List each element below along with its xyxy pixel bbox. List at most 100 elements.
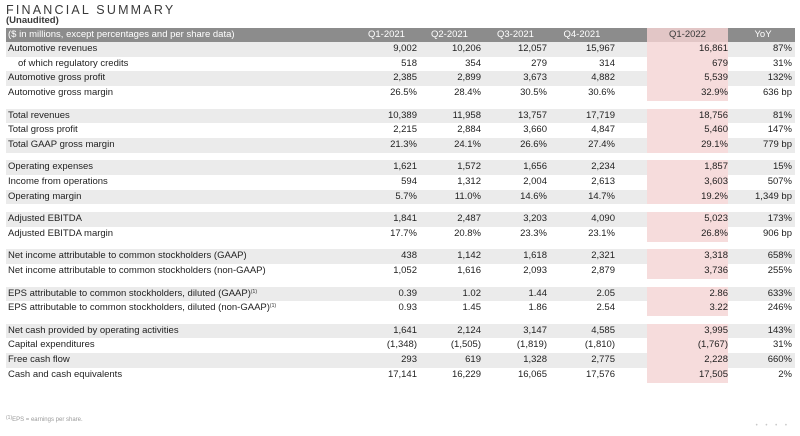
cell-q2-2021: 1,312 xyxy=(457,176,481,188)
cell-q1-2021: 594 xyxy=(401,176,417,188)
row-label-text: EPS attributable to common stockholders,… xyxy=(8,302,270,314)
cell-q2-2021: 2,884 xyxy=(457,124,481,136)
cell-q3-2021: 3,660 xyxy=(523,124,547,136)
cell-q2-2021: 619 xyxy=(465,354,481,366)
table-header-row: ($ in millions, except percentages and p… xyxy=(6,28,795,42)
cell-q1-2022: 5,023 xyxy=(647,212,728,227)
header-col-q2-2021: Q2-2021 xyxy=(431,29,468,40)
row-label: Income from operations xyxy=(8,175,353,190)
row-label-text: Adjusted EBITDA margin xyxy=(8,227,114,239)
cell-q3-2021: (1,819) xyxy=(516,339,547,351)
cell-q4-2021: 4,882 xyxy=(591,72,615,84)
cell-q2-2021: 1,142 xyxy=(457,250,481,262)
table-row: Total GAAP gross margin 21.3% 24.1% 26.6% 27… xyxy=(6,137,795,153)
cell-q1-2021: 0.93 xyxy=(398,302,418,314)
row-label: Capital expenditures xyxy=(8,338,353,353)
cell-q1-2021: (1,348) xyxy=(386,339,417,351)
cell-q1-2021: 1,641 xyxy=(393,324,417,336)
brand-dots: • • • • xyxy=(755,423,790,429)
cell-q3-2021: 2,004 xyxy=(523,176,547,188)
cell-q4-2021: 15,967 xyxy=(585,43,615,54)
header-col-q1-2021: Q1-2021 xyxy=(368,29,405,40)
row-label: EPS attributable to common stockholders,… xyxy=(8,287,353,302)
row-label: Total revenues xyxy=(8,109,353,124)
cell-q3-2021: 1.44 xyxy=(528,287,548,299)
row-label: Cash and cash equivalents xyxy=(8,368,353,383)
row-label: Net cash provided by operating activitie… xyxy=(8,324,353,339)
cell-q1-2022: 19.2% xyxy=(647,189,728,205)
row-label: Automotive gross profit xyxy=(8,71,353,86)
cell-q4-2021: 2.54 xyxy=(596,302,616,314)
cell-q2-2021: 2,124 xyxy=(457,324,481,336)
row-label-footnote-marker: (1) xyxy=(269,303,277,310)
cell-q4-2021: (1,810) xyxy=(584,339,615,351)
row-label-text: Income from operations xyxy=(8,176,108,188)
row-spacer xyxy=(6,101,795,109)
cell-q1-2022: (1,767) xyxy=(647,338,728,354)
cell-yoy: 132% xyxy=(767,72,792,84)
cell-q2-2021: 24.1% xyxy=(454,138,481,150)
cell-q1-2022: 26.8% xyxy=(647,226,728,242)
cell-q3-2021: 3,673 xyxy=(523,72,547,84)
table-body: Automotive revenues 9,002 10,206 12,057 15,9… xyxy=(6,42,795,383)
row-label: Automotive revenues xyxy=(8,42,353,57)
row-label: Total GAAP gross margin xyxy=(8,138,353,153)
row-label-text: Net income attributable to common stockh… xyxy=(8,250,247,262)
cell-q4-2021: 2,321 xyxy=(591,250,615,262)
cell-yoy: 15% xyxy=(772,161,792,173)
row-label-text: Operating expenses xyxy=(8,161,94,173)
cell-q1-2022: 16,861 xyxy=(647,42,728,57)
cell-q2-2021: 28.4% xyxy=(454,87,481,99)
cell-q1-2022: 17,505 xyxy=(647,367,728,383)
cell-q3-2021: 3,147 xyxy=(523,324,547,336)
cell-q1-2021: 26.5% xyxy=(390,87,417,99)
cell-q4-2021: 17,576 xyxy=(585,368,615,380)
cell-yoy: 173% xyxy=(767,213,792,225)
table-row: of which regulatory credits 518 354 279 314 6… xyxy=(6,56,795,72)
cell-q4-2021: 4,090 xyxy=(591,213,615,225)
cell-q1-2022: 2,228 xyxy=(647,353,728,368)
table-row: Operating margin 5.7% 11.0% 14.6% 14.7% 19.2%… xyxy=(6,189,795,205)
row-label-text: Automotive gross profit xyxy=(8,72,106,84)
cell-q3-2021: 279 xyxy=(531,57,547,69)
cell-yoy: 658% xyxy=(767,250,792,262)
row-label: Operating expenses xyxy=(8,160,353,175)
header-col-q3-2021: Q3-2021 xyxy=(497,29,534,40)
cell-q1-2022: 3.22 xyxy=(647,301,728,316)
cell-q1-2022: 5,539 xyxy=(647,71,728,87)
row-label: Free cash flow xyxy=(8,353,353,368)
cell-q3-2021: 23.3% xyxy=(520,227,547,239)
cell-q2-2021: 20.8% xyxy=(454,227,481,239)
cell-q1-2021: 293 xyxy=(401,354,417,366)
table-row: Automotive revenues 9,002 10,206 12,057 15,9… xyxy=(6,42,795,57)
table-row: Total gross profit 2,215 2,884 3,660 4,847 5,… xyxy=(6,123,795,138)
row-label-text: Adjusted EBITDA xyxy=(8,213,82,225)
table-row: Adjusted EBITDA 1,841 2,487 3,203 4,090 5,023… xyxy=(6,212,795,227)
cell-q1-2022: 3,995 xyxy=(647,323,728,339)
cell-q1-2021: 10,389 xyxy=(387,109,417,121)
cell-q3-2021: 16,065 xyxy=(517,368,547,380)
row-label: Net income attributable to common stockh… xyxy=(8,249,353,264)
cell-q1-2021: 17,141 xyxy=(387,368,417,380)
row-label-text: Total gross profit xyxy=(8,124,78,136)
row-label-text: Free cash flow xyxy=(8,354,70,366)
cell-yoy: 31% xyxy=(772,57,792,69)
cell-q1-2021: 2,385 xyxy=(393,72,417,84)
table-row: EPS attributable to common stockholders,… xyxy=(6,301,795,316)
row-label: EPS attributable to common stockholders,… xyxy=(8,301,353,316)
row-label-text: Operating margin xyxy=(8,190,82,202)
cell-q2-2021: 2,899 xyxy=(457,72,481,84)
cell-q1-2021: 9,002 xyxy=(393,43,417,54)
row-label-text: Net cash provided by operating activitie… xyxy=(8,324,179,336)
cell-q2-2021: 2,487 xyxy=(457,213,481,225)
cell-q1-2022: 5,460 xyxy=(647,123,728,138)
row-label: Total gross profit xyxy=(8,123,353,138)
cell-q1-2022: 1,857 xyxy=(647,160,728,176)
cell-q2-2021: 354 xyxy=(465,57,481,69)
header-col-q1-2022: Q1-2022 xyxy=(647,28,728,42)
cell-yoy: 31% xyxy=(772,339,792,351)
cell-yoy: 636 bp xyxy=(762,87,792,99)
footnote-marker: (1) xyxy=(6,415,13,421)
row-spacer xyxy=(6,153,795,161)
table-row: Adjusted EBITDA margin 17.7% 20.8% 23.3% 23.… xyxy=(6,226,795,242)
